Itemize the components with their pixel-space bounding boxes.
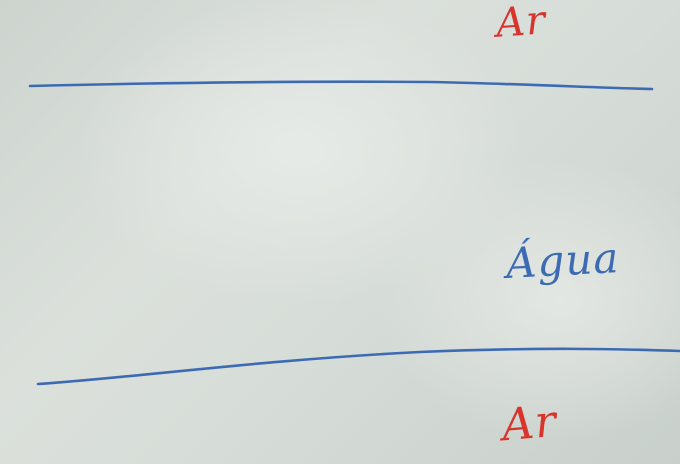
lower-boundary-line bbox=[38, 349, 680, 384]
label-air-top: Ar bbox=[495, 0, 548, 43]
label-air-bottom: Ar bbox=[500, 400, 558, 449]
label-water: Água bbox=[505, 237, 620, 285]
upper-boundary-line bbox=[30, 82, 652, 89]
